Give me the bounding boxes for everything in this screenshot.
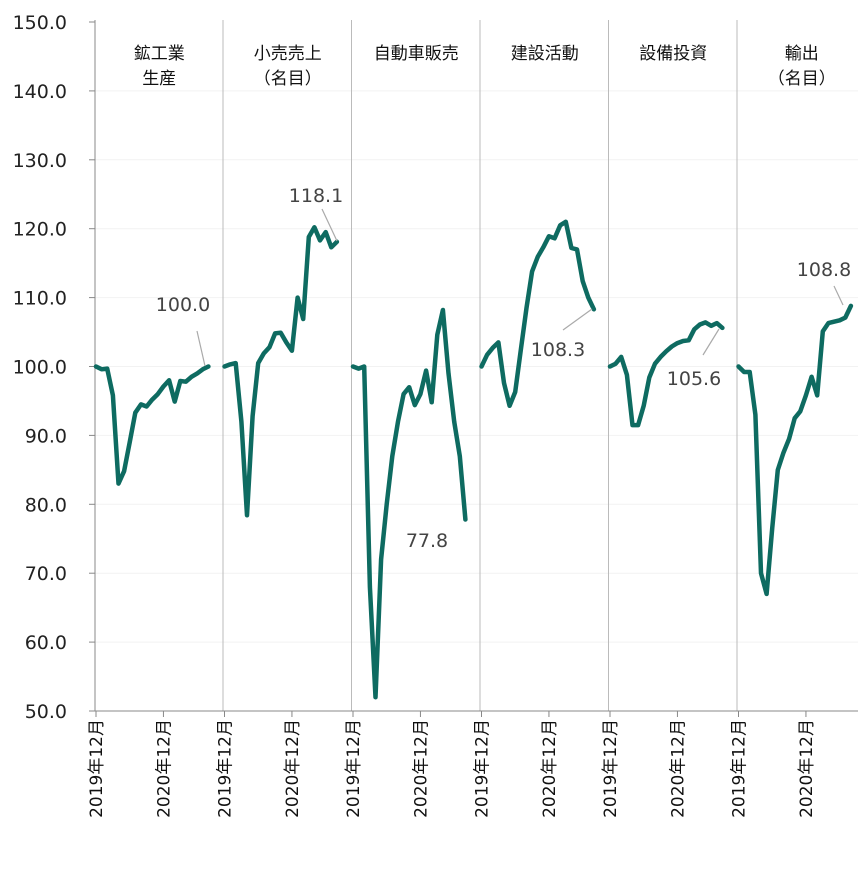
x-tick-label: 2020年12月 bbox=[411, 719, 431, 818]
panel-title: （名目） bbox=[768, 69, 836, 89]
x-tick-label: 2019年12月 bbox=[473, 719, 493, 818]
series-line bbox=[93, 364, 211, 486]
leader-line bbox=[562, 308, 593, 331]
y-tick-label: 50.0 bbox=[25, 701, 67, 723]
x-tick-label: 2019年12月 bbox=[730, 719, 750, 818]
x-tick-label: 2020年12月 bbox=[283, 719, 303, 818]
y-tick-label: 130.0 bbox=[13, 150, 67, 172]
panel-title: 小売売上 bbox=[254, 44, 322, 64]
panel-title: 鉱工業 bbox=[134, 44, 185, 64]
panel-title: 設備投資 bbox=[639, 44, 707, 64]
x-tick-label: 2019年12月 bbox=[601, 719, 621, 818]
y-tick-label: 140.0 bbox=[13, 81, 67, 103]
panel-title: 建設活動 bbox=[511, 44, 579, 64]
y-tick-label: 60.0 bbox=[25, 632, 67, 654]
y-tick-label: 100.0 bbox=[13, 357, 67, 379]
data-label: 105.6 bbox=[667, 368, 721, 390]
y-tick-label: 110.0 bbox=[13, 288, 67, 310]
y-tick-label: 80.0 bbox=[25, 494, 67, 516]
y-tick-label: 70.0 bbox=[25, 563, 67, 585]
y-tick-label: 90.0 bbox=[25, 425, 67, 447]
data-label: 100.0 bbox=[156, 294, 210, 316]
panel-title: 輸出 bbox=[785, 44, 819, 64]
x-tick-label: 2019年12月 bbox=[216, 719, 236, 818]
panel-title: （名目） bbox=[254, 69, 322, 89]
data-label: 108.8 bbox=[797, 259, 851, 281]
series-line bbox=[479, 219, 597, 409]
x-tick-label: 2020年12月 bbox=[797, 719, 817, 818]
x-tick-label: 2019年12月 bbox=[87, 719, 107, 818]
x-tick-label: 2020年12月 bbox=[668, 719, 688, 818]
data-label: 118.1 bbox=[289, 185, 343, 207]
x-tick-label: 2020年12月 bbox=[154, 719, 174, 818]
data-label: 77.8 bbox=[406, 530, 448, 552]
leader-line bbox=[196, 330, 206, 367]
y-tick-label: 150.0 bbox=[13, 12, 67, 34]
x-tick-label: 2019年12月 bbox=[344, 719, 364, 818]
panel-title: 自動車販売 bbox=[374, 44, 459, 64]
series-line bbox=[736, 303, 854, 597]
series-line bbox=[222, 225, 340, 518]
panel-title: 生産 bbox=[142, 69, 176, 89]
series-layer bbox=[93, 219, 854, 700]
leader-line bbox=[833, 285, 844, 306]
leader-line bbox=[321, 208, 338, 242]
data-label: 108.3 bbox=[531, 339, 585, 361]
series-line bbox=[350, 307, 468, 700]
axis-layer: 150.0 140.0 130.0 120.0 110.0 100.0 90.0 80.0 70… bbox=[13, 12, 858, 818]
series-line bbox=[607, 320, 725, 428]
leader-line bbox=[702, 328, 720, 356]
y-tick-label: 120.0 bbox=[13, 219, 67, 241]
x-tick-label: 2020年12月 bbox=[540, 719, 560, 818]
